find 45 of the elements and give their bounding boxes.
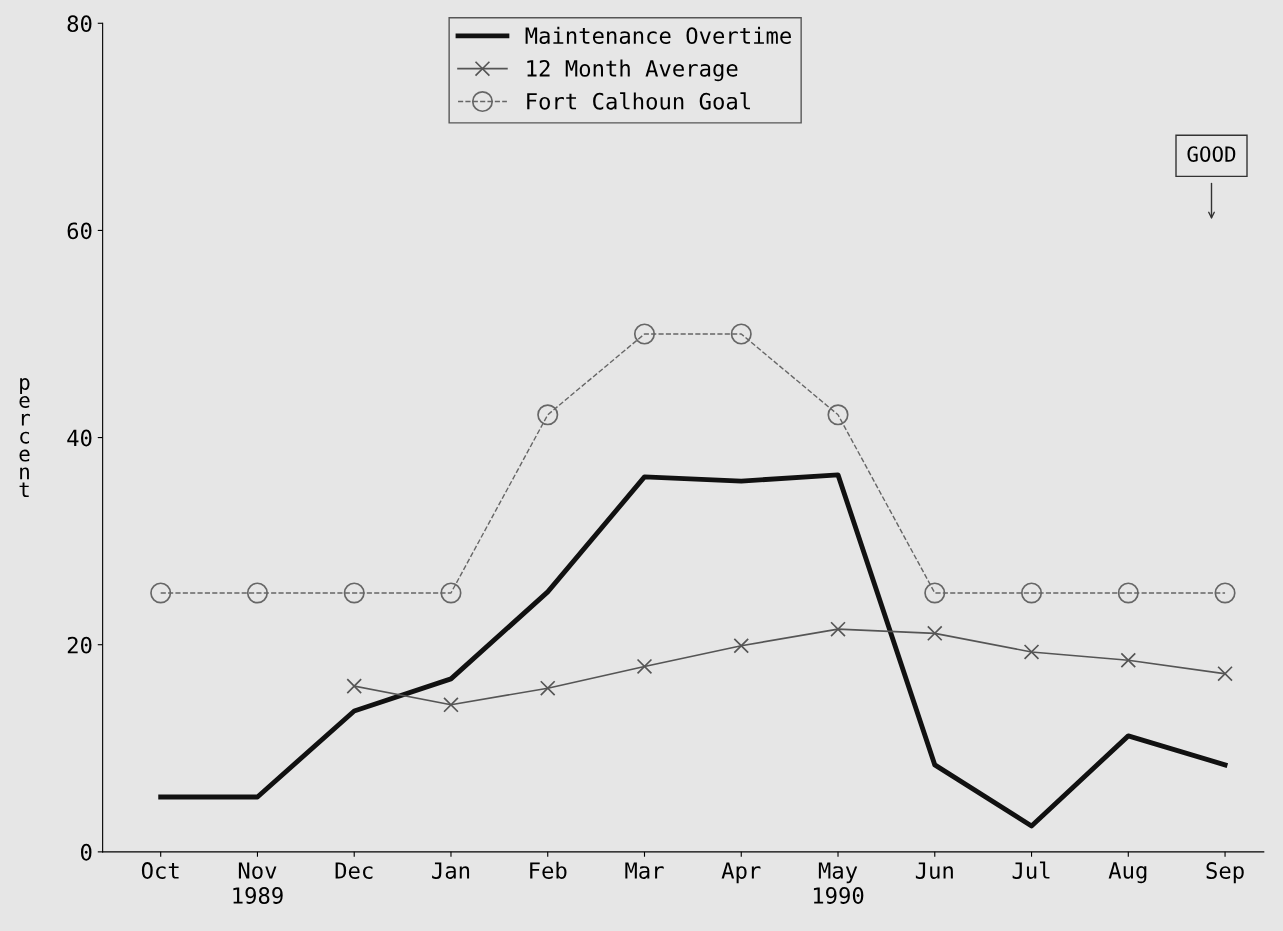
x-tick-label: Feb: [530, 861, 567, 879]
point: [440, 582, 462, 604]
x-tick-label: May 1990: [813, 862, 864, 904]
line-series: [158, 472, 1228, 829]
y-tick-label: 60: [67, 222, 92, 240]
point: [1020, 582, 1043, 604]
x-tick-label: Jan: [432, 862, 470, 879]
point: [924, 582, 946, 604]
point: [1117, 582, 1139, 604]
x-tick-label: Sep: [1206, 862, 1244, 884]
y-tick-label: 20: [67, 636, 92, 654]
y-tick-label: 40: [67, 429, 92, 447]
legend-label: Maintenance Overtime: [525, 26, 791, 45]
point: [926, 625, 943, 642]
y-tick-label: 0: [80, 843, 92, 861]
x-tick-label: Jun: [915, 862, 953, 879]
point: [636, 658, 653, 675]
x-tick-label: Dec: [335, 862, 373, 879]
point: [343, 582, 365, 604]
legend-label: Fort Calhoun Goal: [527, 92, 750, 110]
y-axis-title: percent: [19, 378, 30, 498]
point: [1120, 652, 1137, 669]
legend-label: 12 Month Average: [527, 59, 738, 82]
point: [246, 582, 269, 604]
x-tick-label: Apr: [721, 862, 761, 884]
annotation: GOOD: [1187, 146, 1236, 162]
point: [830, 621, 846, 637]
point: [1023, 644, 1040, 660]
point: [346, 678, 362, 694]
point: [1214, 582, 1236, 604]
point: [539, 680, 556, 696]
x-tick-label: Nov 1989: [233, 862, 283, 904]
point: [443, 697, 459, 713]
point: [633, 323, 656, 345]
point: [730, 323, 752, 345]
point: [150, 582, 172, 604]
x-tick-label: Jul: [1012, 861, 1050, 879]
point: [1217, 665, 1233, 682]
point: [537, 404, 559, 426]
x-tick-label: Oct: [141, 862, 179, 879]
x-tick-label: Mar: [625, 862, 664, 879]
x-tick-label: Aug: [1108, 862, 1147, 884]
y-tick-label: 80: [67, 15, 92, 33]
point: [733, 637, 750, 654]
point: [827, 404, 849, 426]
